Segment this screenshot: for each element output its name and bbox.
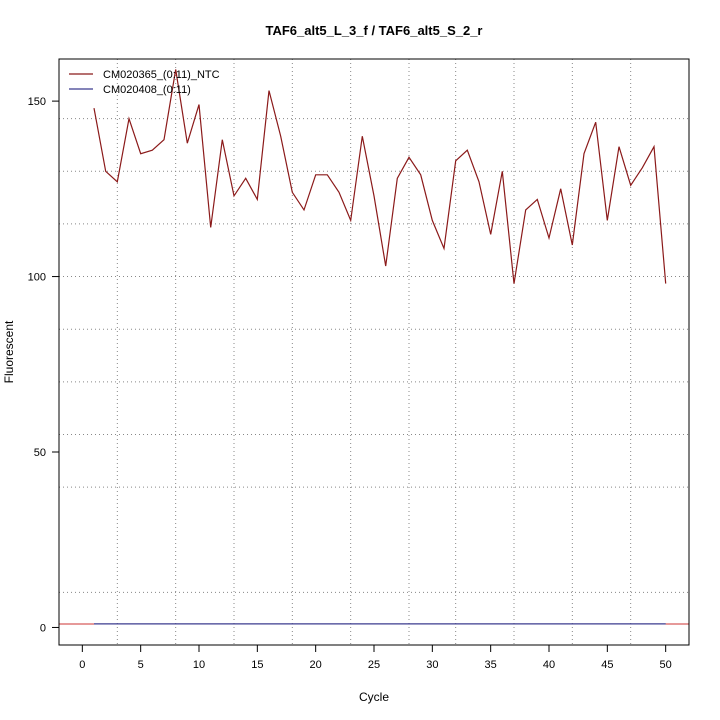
series-layer: [93, 69, 667, 625]
x-tick-label: 35: [485, 659, 497, 671]
y-axis-label: Fluorescent: [2, 320, 16, 383]
x-axis: 0 5 10 15 20 25 30 35 40 45 50: [79, 644, 672, 671]
legend: CM020365_(0:11)_NTC CM020408_(0:11): [69, 69, 220, 96]
x-tick-label: 40: [543, 659, 555, 671]
x-tick-label: 45: [601, 659, 613, 671]
x-axis-label: Cycle: [359, 690, 389, 704]
x-tick-label: 15: [251, 659, 263, 671]
y-axis: 0 50 100 150: [28, 96, 60, 634]
y-tick-label: 0: [40, 622, 46, 634]
x-tick-label: 0: [79, 659, 85, 671]
grid-layer: [59, 59, 689, 645]
series-line: [93, 69, 667, 284]
x-tick-label: 25: [368, 659, 380, 671]
y-tick-label: 100: [28, 272, 46, 284]
x-tick-label: 20: [310, 659, 322, 671]
chart-title: TAF6_alt5_L_3_f / TAF6_alt5_S_2_r: [265, 23, 482, 38]
x-tick-label: 50: [660, 659, 672, 671]
x-tick-label: 30: [426, 659, 438, 671]
legend-label: CM020408_(0:11): [103, 84, 191, 96]
x-tick-label: 5: [138, 659, 144, 671]
x-tick-label: 10: [193, 659, 205, 671]
y-tick-label: 150: [28, 96, 46, 108]
y-tick-label: 50: [34, 447, 46, 459]
legend-label: CM020365_(0:11)_NTC: [103, 69, 220, 81]
